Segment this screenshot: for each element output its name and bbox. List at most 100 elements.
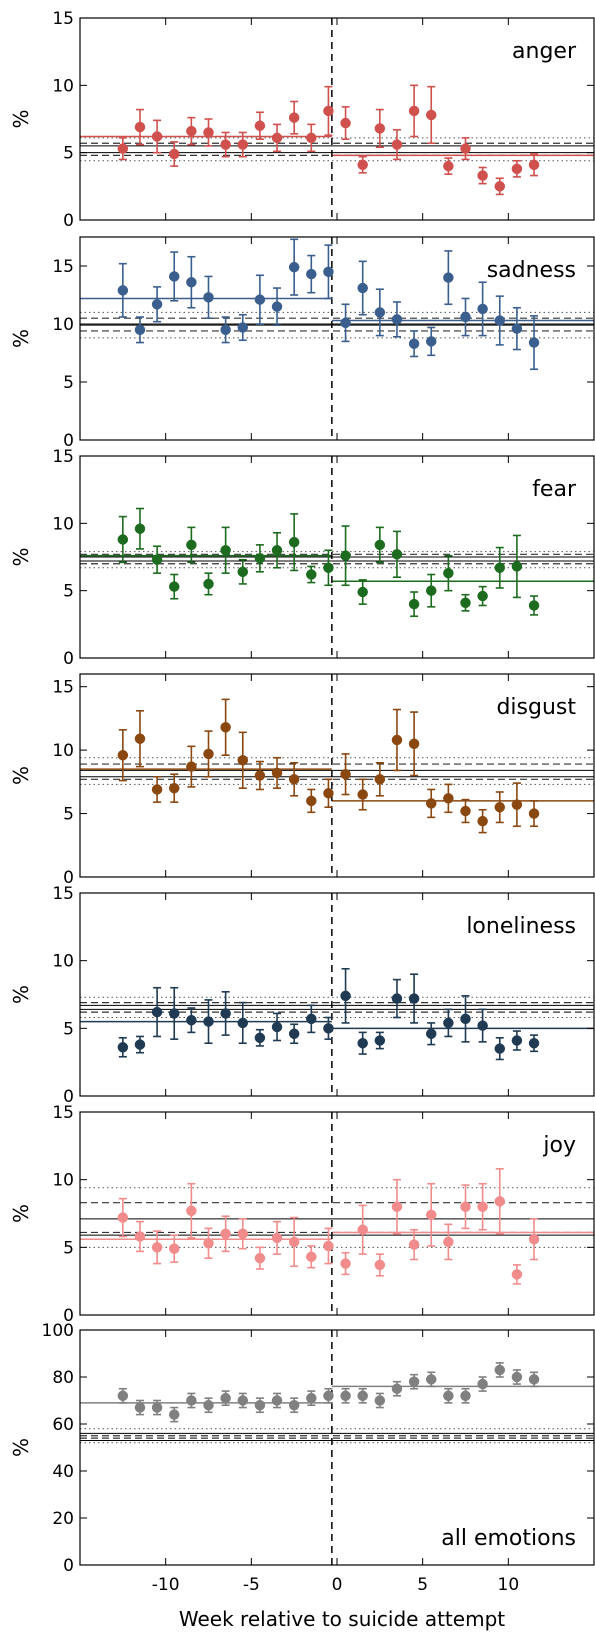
data-point <box>477 1020 488 1031</box>
data-point <box>117 143 129 154</box>
panel-title: disgust <box>496 695 576 720</box>
data-point <box>391 734 403 746</box>
data-point <box>151 1402 163 1413</box>
data-point <box>494 181 506 192</box>
data-point <box>511 1035 523 1046</box>
data-point <box>340 550 351 561</box>
data-point <box>374 307 386 318</box>
data-point <box>460 1390 471 1402</box>
plot-marks <box>80 1112 594 1315</box>
data-point <box>528 600 540 611</box>
data-point <box>511 561 523 572</box>
data-point <box>460 805 471 817</box>
data-point <box>425 798 437 809</box>
x-tick-label: 10 <box>498 1575 520 1595</box>
panel-loneliness: 0 5 10 15% loneliness <box>9 884 595 1107</box>
panel-title: joy <box>542 1133 576 1158</box>
data-point <box>511 799 523 810</box>
data-point <box>117 1212 129 1223</box>
data-point <box>254 1252 266 1264</box>
y-tick-label: 5 <box>63 373 74 393</box>
data-point <box>254 294 266 305</box>
data-point <box>340 317 351 329</box>
data-point <box>323 105 334 117</box>
panel-sadness: 0 5 10 15% sadness <box>9 236 595 451</box>
data-point <box>494 1364 506 1376</box>
data-point <box>237 755 249 766</box>
data-point <box>391 549 403 560</box>
data-point <box>237 1228 249 1240</box>
y-tick-label: 15 <box>52 1103 74 1123</box>
data-point <box>528 159 540 171</box>
y-axis-label: % <box>9 985 33 1004</box>
data-point <box>374 123 386 134</box>
plot-area <box>80 674 594 877</box>
data-point <box>254 1032 266 1044</box>
data-point <box>425 109 437 121</box>
data-point <box>186 1014 197 1026</box>
panel-anger: 0 5 10 15% anger <box>9 9 595 231</box>
y-axis-label: % <box>9 1438 33 1457</box>
y-tick-label: 20 <box>52 1509 74 1529</box>
y-tick-label: 10 <box>52 952 74 972</box>
y-axis-label: % <box>9 1204 33 1223</box>
data-point <box>288 1399 300 1411</box>
data-point <box>186 539 197 551</box>
data-point <box>151 1242 163 1253</box>
y-tick-label: 15 <box>52 678 74 698</box>
y-tick-label: 10 <box>52 741 74 761</box>
data-point <box>134 324 146 336</box>
y-tick-label: 15 <box>52 257 74 277</box>
data-point <box>151 784 163 795</box>
panel-title: loneliness <box>466 914 576 939</box>
data-point <box>306 132 317 144</box>
data-point <box>460 1013 471 1025</box>
data-point <box>357 1224 368 1235</box>
y-tick-label: 10 <box>52 514 74 534</box>
plot-area <box>80 1330 594 1565</box>
data-point <box>494 562 506 574</box>
data-point <box>528 337 540 348</box>
data-point <box>357 282 368 294</box>
data-point <box>237 139 249 150</box>
data-point <box>288 112 300 123</box>
data-point <box>477 1201 488 1212</box>
y-tick-label: 5 <box>63 144 74 164</box>
y-tick-label: 0 <box>63 211 74 231</box>
data-point <box>306 1013 317 1025</box>
data-point <box>237 322 249 333</box>
data-point <box>443 272 454 283</box>
data-point <box>528 1037 540 1049</box>
data-point <box>220 324 231 336</box>
data-point <box>477 1378 488 1390</box>
data-point <box>477 303 488 315</box>
y-tick-label: 10 <box>52 315 74 335</box>
data-point <box>425 1374 437 1385</box>
data-point <box>391 993 403 1004</box>
data-point <box>271 545 283 556</box>
data-point <box>134 1039 146 1050</box>
data-point <box>117 1042 129 1053</box>
plot-marks <box>80 1330 594 1565</box>
data-point <box>220 545 231 556</box>
panel-title: all emotions <box>441 1526 576 1551</box>
data-point <box>528 808 540 819</box>
data-point <box>511 1371 523 1383</box>
y-tick-label: 15 <box>52 447 74 467</box>
y-tick-label: 5 <box>63 1238 74 1258</box>
plot-marks <box>80 18 594 220</box>
data-point <box>323 788 334 799</box>
data-point <box>186 276 197 288</box>
data-point <box>134 523 146 534</box>
data-point <box>151 1006 163 1018</box>
data-point <box>357 159 368 171</box>
y-tick-label: 40 <box>52 1462 74 1482</box>
data-point <box>391 139 403 150</box>
data-point <box>134 1231 146 1242</box>
data-point <box>254 1399 266 1411</box>
data-point <box>477 815 488 827</box>
data-point <box>374 1395 386 1406</box>
y-tick-label: 5 <box>63 582 74 602</box>
data-point <box>323 1240 334 1252</box>
data-point <box>528 1233 540 1245</box>
